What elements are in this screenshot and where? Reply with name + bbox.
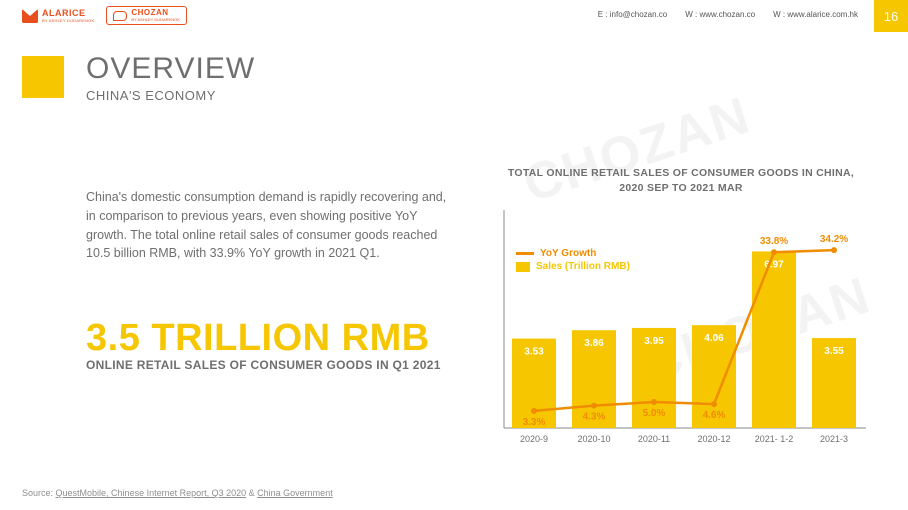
chart-title: TOTAL ONLINE RETAIL SALES OF CONSUMER GO… [490,166,872,195]
svg-text:2020-11: 2020-11 [638,434,670,444]
svg-text:4.3%: 4.3% [583,412,606,423]
logo-group: ALARICE BY ASHLEY DUDARENOK CHOZAN BY AS… [22,6,187,25]
logo-chozan-sub: BY ASHLEY DUDARENOK [131,17,180,22]
chozan-mark-icon [113,11,127,21]
logo-alarice-sub: BY ASHLEY DUDARENOK [42,18,94,23]
header: ALARICE BY ASHLEY DUDARENOK CHOZAN BY AS… [0,0,908,32]
header-email: E : info@chozan.co [598,10,668,19]
page-number: 16 [874,0,908,32]
footer-src2: China Government [257,488,333,498]
svg-text:2020-12: 2020-12 [697,434,730,444]
body-paragraph: China's domestic consumption demand is r… [86,188,454,263]
header-web1: W : www.chozan.co [685,10,755,19]
footer-source: Source: QuestMobile, Chinese Internet Re… [22,488,333,498]
slide-page: CHOZAN CHOZAN ALARICE BY ASHLEY DUDARENO… [0,0,908,510]
svg-text:3.86: 3.86 [584,338,604,349]
alarice-mark-icon [22,9,38,23]
header-web2: W : www.alarice.com.hk [773,10,858,19]
svg-text:3.95: 3.95 [644,336,664,347]
svg-text:2020-9: 2020-9 [520,434,548,444]
logo-alarice-text: ALARICE [42,9,94,18]
header-links: E : info@chozan.co W : www.chozan.co W :… [598,10,858,19]
footer-amp: & [246,488,257,498]
svg-text:33.8%: 33.8% [760,236,788,247]
svg-text:3.3%: 3.3% [523,417,546,428]
svg-text:5.0%: 5.0% [643,408,666,419]
svg-text:2021- 1-2: 2021- 1-2 [755,434,794,444]
logo-chozan-text: CHOZAN [131,9,180,17]
svg-text:3.55: 3.55 [824,346,844,357]
stat-caption: ONLINE RETAIL SALES OF CONSUMER GOODS IN… [86,358,454,372]
svg-text:4.6%: 4.6% [703,410,726,421]
svg-text:3.53: 3.53 [524,347,544,358]
chart: TOTAL ONLINE RETAIL SALES OF CONSUMER GO… [490,166,872,456]
svg-text:34.2%: 34.2% [820,234,848,245]
body-left: China's domestic consumption demand is r… [86,188,454,372]
chart-svg: 3.53 2020-9 3.86 2020-10 3.95 2020-11 4.06 2020… [490,210,870,446]
footer-src1: QuestMobile, Chinese Internet Report, Q3… [56,488,247,498]
page-title: OVERVIEW [86,52,255,86]
footer-prefix: Source: [22,488,56,498]
stat-value: 3.5 TRILLION RMB [86,317,454,360]
svg-text:4.06: 4.06 [704,333,724,344]
title-accent-bar [22,56,64,98]
logo-chozan: CHOZAN BY ASHLEY DUDARENOK [106,6,187,25]
logo-alarice: ALARICE BY ASHLEY DUDARENOK [22,9,94,23]
page-subtitle: CHINA'S ECONOMY [86,88,255,103]
svg-text:2020-10: 2020-10 [577,434,610,444]
svg-text:2021-3: 2021-3 [820,434,848,444]
